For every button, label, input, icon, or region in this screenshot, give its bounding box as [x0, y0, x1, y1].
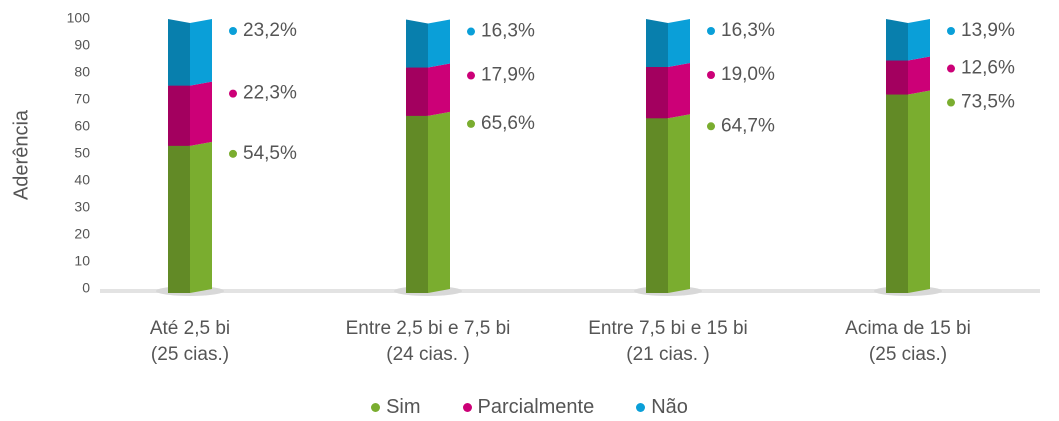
- label-dot: [707, 122, 715, 131]
- label-dot: [947, 64, 955, 73]
- bar-right-face: [428, 63, 450, 116]
- bar-left-face: [886, 94, 908, 293]
- bar-right-face: [190, 141, 212, 293]
- x-tick-label: Acima de 15 bi (25 cias.): [845, 318, 971, 365]
- y-tick-label: 100: [67, 10, 91, 26]
- bar-left-cap: [406, 19, 428, 28]
- bar-segment: [406, 111, 450, 293]
- label-dot: [467, 119, 475, 128]
- bar-segment: [168, 141, 212, 293]
- bar-segment: [168, 81, 212, 146]
- bar-segment: [646, 114, 690, 293]
- value-label: 22,3%: [243, 83, 297, 104]
- bar-segment: [168, 19, 212, 86]
- bar-left-face: [406, 23, 428, 68]
- value-label: 17,9%: [481, 65, 535, 86]
- bar-right-face: [190, 19, 212, 86]
- label-dot: [707, 27, 715, 35]
- label-dot: [229, 89, 237, 98]
- value-label: 16,3%: [481, 21, 535, 42]
- value-label: 54,5%: [243, 143, 297, 164]
- bar-left-cap: [646, 19, 668, 27]
- bar-left-face: [646, 67, 668, 119]
- bar-segment: [646, 63, 690, 119]
- bar-right-face: [190, 81, 212, 146]
- y-tick-label: 50: [74, 145, 90, 161]
- bar-right-face: [668, 63, 690, 119]
- y-tick-label: 80: [74, 64, 90, 80]
- value-label: 13,9%: [961, 20, 1015, 41]
- y-tick-label: 0: [82, 280, 90, 296]
- label-dot: [229, 149, 237, 158]
- label-dot: [467, 27, 475, 36]
- legend-label: Não: [651, 396, 688, 418]
- bar-segment: [406, 19, 450, 68]
- bar-left-face: [646, 23, 668, 68]
- bar-right-face: [908, 56, 930, 95]
- y-tick-label: 90: [74, 37, 90, 53]
- bar-segment: [886, 90, 930, 293]
- value-label: 73,5%: [961, 92, 1015, 113]
- label-dot: [707, 71, 715, 80]
- value-label: 65,6%: [481, 113, 535, 134]
- y-tick-label: 30: [74, 199, 90, 215]
- legend-swatch: [636, 403, 646, 412]
- legend-item: Não: [636, 396, 688, 419]
- bar-left-cap: [168, 19, 190, 27]
- label-dot: [947, 98, 955, 107]
- legend-item: Parcialmente: [462, 396, 595, 419]
- value-label: 16,3%: [721, 20, 775, 41]
- x-tick-label: Entre 2,5 bi e 7,5 bi (24 cias. ): [345, 318, 511, 365]
- bar-left-cap: [886, 19, 908, 27]
- legend-label: Parcialmente: [477, 396, 595, 418]
- legend: Sim Parcialmente Não: [0, 396, 1059, 419]
- bar-segment: [886, 19, 930, 61]
- y-tick-label: 60: [74, 118, 90, 134]
- label-dot: [467, 71, 475, 80]
- label-dot: [229, 27, 237, 35]
- value-label: 19,0%: [721, 64, 775, 85]
- bar-right-face: [908, 19, 930, 61]
- y-tick-label: 70: [74, 91, 90, 107]
- y-tick-label: 40: [74, 172, 90, 188]
- bar-right-face: [668, 19, 690, 68]
- bar-right-face: [428, 111, 450, 293]
- legend-label: Sim: [386, 396, 421, 418]
- bar-right-face: [908, 90, 930, 293]
- value-label: 64,7%: [721, 115, 775, 136]
- bar-left-face: [886, 60, 908, 95]
- bar-left-face: [646, 118, 668, 293]
- value-label: 12,6%: [961, 58, 1015, 79]
- x-tick-label: Até 2,5 bi (25 cias.): [149, 318, 231, 365]
- bar-left-face: [406, 115, 428, 293]
- value-label: 23,2%: [243, 20, 297, 41]
- y-tick-label: 20: [74, 226, 90, 242]
- legend-swatch: [371, 403, 381, 412]
- bar-segment: [406, 63, 450, 116]
- bar-left-face: [406, 67, 428, 116]
- bar-left-face: [886, 23, 908, 61]
- y-tick-label: 10: [74, 253, 90, 269]
- label-dot: [947, 27, 955, 35]
- bar-left-face: [168, 23, 190, 86]
- legend-swatch: [462, 403, 472, 412]
- bar-right-face: [428, 19, 450, 68]
- bar-segment: [886, 56, 930, 95]
- y-axis-label: Aderência: [10, 109, 32, 200]
- bar-segment: [646, 19, 690, 68]
- legend-item: Sim: [371, 396, 421, 419]
- bar-left-face: [168, 85, 190, 146]
- bar-right-face: [668, 114, 690, 293]
- x-tick-label: Entre 7,5 bi e 15 bi (21 cias. ): [588, 318, 748, 365]
- bar-left-face: [168, 145, 190, 293]
